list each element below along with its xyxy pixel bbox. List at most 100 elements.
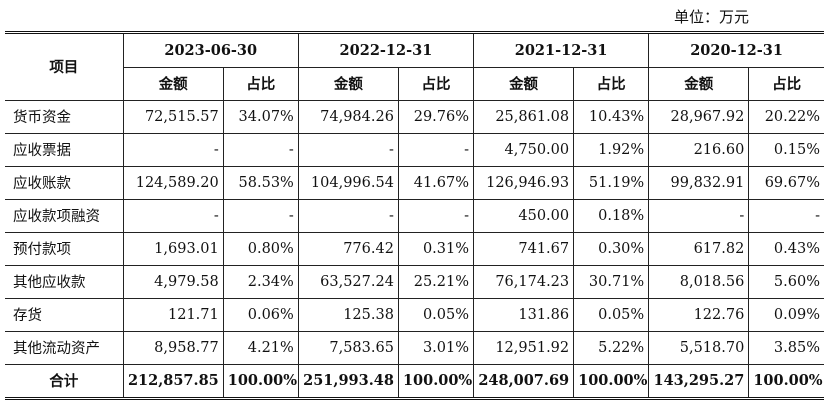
period-header: 2021-12-31 (473, 34, 650, 68)
ratio-cell: - (397, 132, 475, 167)
ratio-cell: 4.21% (222, 330, 299, 365)
amount-cell: 25,861.08 (473, 99, 575, 134)
ratio-cell: 0.15% (748, 132, 824, 167)
table-row: 存货 121.71 0.06% 125.38 0.05% 131.86 0.05% 122.7… (5, 297, 824, 332)
amount-cell: 143,295.27 (648, 363, 750, 397)
amount-cell: 99,832.91 (648, 165, 750, 200)
amount-cell: 76,174.23 (473, 264, 575, 299)
ratio-cell: 0.09% (748, 297, 824, 332)
ratio-header: 占比 (222, 66, 299, 101)
amount-cell: 122.76 (648, 297, 750, 332)
row-item-label: 应收账款 (5, 165, 124, 200)
amount-cell: 131.86 (473, 297, 575, 332)
ratio-cell: 100.00% (222, 363, 299, 397)
ratio-cell: 20.22% (748, 99, 824, 134)
ratio-cell: 10.43% (573, 99, 650, 134)
amount-header: 金额 (297, 66, 399, 101)
ratio-header: 占比 (397, 66, 475, 101)
ratio-cell: - (397, 198, 475, 233)
amount-cell: - (297, 198, 399, 233)
amount-cell: 216.60 (648, 132, 750, 167)
ratio-cell: 0.05% (573, 297, 650, 332)
ratio-cell: 30.71% (573, 264, 650, 299)
amount-cell: - (648, 198, 750, 233)
row-item-label: 应收票据 (5, 132, 124, 167)
ratio-cell: 0.30% (573, 231, 650, 266)
table-body: 货币资金 72,515.57 34.07% 74,984.26 29.76% 25,861… (5, 99, 824, 397)
ratio-cell: 0.43% (748, 231, 824, 266)
amount-cell: 124,589.20 (122, 165, 224, 200)
table-row: 应收账款 124,589.20 58.53% 104,996.54 41.67% 126,… (5, 165, 824, 200)
amount-cell: 248,007.69 (473, 363, 575, 397)
period-header: 2022-12-31 (297, 34, 475, 68)
ratio-cell: 0.06% (222, 297, 299, 332)
amount-cell: 251,993.48 (297, 363, 399, 397)
table-header: 项目 2023-06-30 2022-12-31 2021-12-31 2020… (5, 34, 824, 101)
table-row: 其他流动资产 8,958.77 4.21% 7,583.65 3.01% 12,951.9… (5, 330, 824, 365)
amount-cell: 5,518.70 (648, 330, 750, 365)
amount-cell: 450.00 (473, 198, 575, 233)
amount-cell: 741.67 (473, 231, 575, 266)
amount-cell: - (122, 132, 224, 167)
period-header: 2023-06-30 (122, 34, 299, 68)
ratio-cell: 58.53% (222, 165, 299, 200)
ratio-cell: 0.18% (573, 198, 650, 233)
amount-cell: 121.71 (122, 297, 224, 332)
amount-cell: 4,979.58 (122, 264, 224, 299)
total-row: 合计 212,857.85 100.00% 251,993.48 100.00% 248,… (5, 363, 824, 397)
current-assets-table: 项目 2023-06-30 2022-12-31 2021-12-31 2020… (5, 31, 824, 400)
ratio-cell: 0.05% (397, 297, 475, 332)
unit-label: 单位：万元 (673, 8, 749, 26)
ratio-cell: 0.80% (222, 231, 299, 266)
row-item-label: 应收款项融资 (5, 198, 124, 233)
item-column-header: 项目 (5, 34, 124, 101)
amount-cell: 12,951.92 (473, 330, 575, 365)
amount-cell: 28,967.92 (648, 99, 750, 134)
amount-cell: 126,946.93 (473, 165, 575, 200)
amount-cell: 104,996.54 (297, 165, 399, 200)
ratio-cell: 0.31% (397, 231, 475, 266)
amount-cell: 125.38 (297, 297, 399, 332)
ratio-cell: 3.85% (748, 330, 824, 365)
ratio-cell: 2.34% (222, 264, 299, 299)
amount-header: 金额 (473, 66, 575, 101)
ratio-cell: 25.21% (397, 264, 475, 299)
row-item-label: 其他流动资产 (5, 330, 124, 365)
amount-cell: 776.42 (297, 231, 399, 266)
amount-cell: 74,984.26 (297, 99, 399, 134)
table-row: 其他应收款 4,979.58 2.34% 63,527.24 25.21% 76,174.… (5, 264, 824, 299)
ratio-cell: 69.67% (748, 165, 824, 200)
table-row: 货币资金 72,515.57 34.07% 74,984.26 29.76% 25,861… (5, 99, 824, 134)
ratio-cell: - (222, 198, 299, 233)
amount-cell: 212,857.85 (122, 363, 224, 397)
ratio-cell: 3.01% (397, 330, 475, 365)
ratio-cell: 100.00% (748, 363, 824, 397)
ratio-cell: 51.19% (573, 165, 650, 200)
ratio-cell: 29.76% (397, 99, 475, 134)
ratio-cell: 5.22% (573, 330, 650, 365)
amount-cell: 7,583.65 (297, 330, 399, 365)
amount-cell: 63,527.24 (297, 264, 399, 299)
amount-cell: 8,018.56 (648, 264, 750, 299)
table-row: 应收票据 - - - -4,750.00 1.92% 216.60 0.15% (5, 132, 824, 167)
row-item-label: 存货 (5, 297, 124, 332)
amount-cell: 617.82 (648, 231, 750, 266)
amount-cell: - (297, 132, 399, 167)
row-item-label: 预付款项 (5, 231, 124, 266)
row-item-label: 其他应收款 (5, 264, 124, 299)
ratio-cell: 1.92% (573, 132, 650, 167)
amount-header: 金额 (123, 66, 224, 101)
period-header: 2020-12-31 (648, 34, 824, 68)
amount-cell: 8,958.77 (122, 330, 224, 365)
row-item-label: 合计 (5, 363, 124, 397)
table-row: 应收款项融资 - - - -450.00 0.18% - - (5, 198, 824, 233)
ratio-cell: 34.07% (222, 99, 299, 134)
amount-cell: 72,515.57 (122, 99, 224, 134)
ratio-header: 占比 (748, 66, 824, 101)
ratio-header: 占比 (573, 66, 650, 101)
row-item-label: 货币资金 (5, 99, 124, 134)
amount-cell: 1,693.01 (122, 231, 224, 266)
ratio-cell: 100.00% (397, 363, 475, 397)
ratio-cell: 100.00% (573, 363, 650, 397)
amount-cell: - (122, 198, 224, 233)
